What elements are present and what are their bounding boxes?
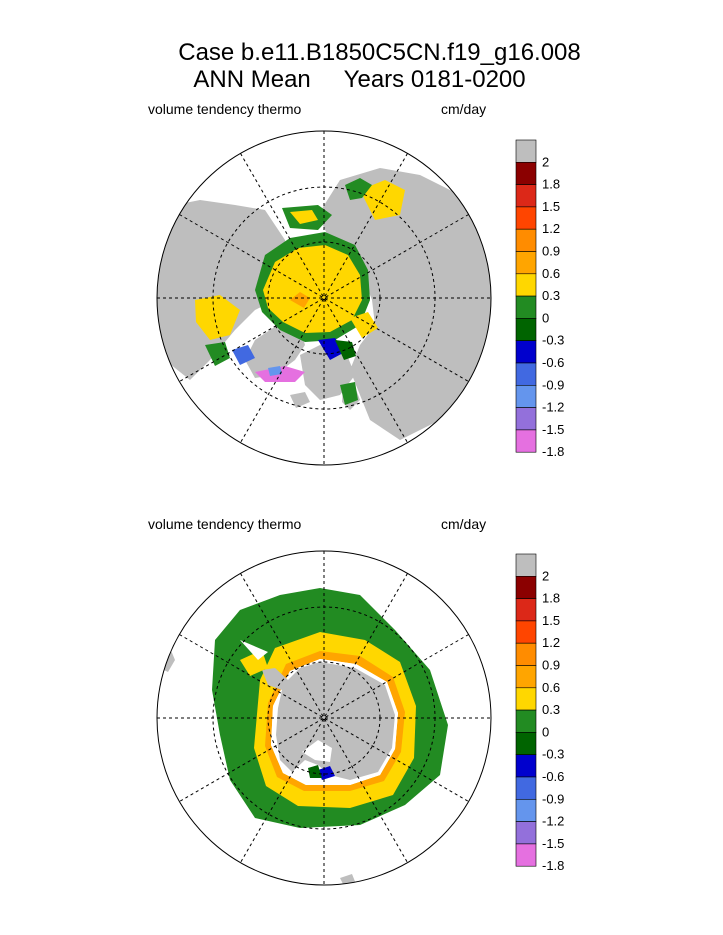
north-field-hudson-yellow xyxy=(195,295,240,340)
north-field-bering-yellow xyxy=(290,210,318,224)
south-colorbar-tick-label: -1.8 xyxy=(542,858,564,873)
north-colorbar-box xyxy=(515,206,537,230)
north-land-iceland xyxy=(290,392,310,408)
south-map-border xyxy=(156,550,492,886)
north-colorbar-box xyxy=(515,295,537,319)
north-field-greenland-sea-green xyxy=(335,340,356,360)
north-colorbar-tick-label: 0.3 xyxy=(542,288,560,303)
north-colorbar-tick-label: 1.2 xyxy=(542,221,560,236)
north-colorbar-box xyxy=(515,273,537,297)
south-colorbar-box xyxy=(515,843,537,867)
north-field-orange-spot xyxy=(290,292,310,308)
south-colorbar-tick-label: 0 xyxy=(542,724,549,739)
south-colorbar-tick-label: 0.9 xyxy=(542,658,560,673)
north-colorbar-box xyxy=(515,162,537,185)
north-polar-map xyxy=(156,130,492,466)
north-field-laptev xyxy=(360,180,405,220)
south-colorbar-box xyxy=(515,620,537,644)
north-field-barents-yellow xyxy=(350,312,378,338)
south-colorbar-box xyxy=(515,754,537,778)
north-land-north-america xyxy=(157,200,290,380)
south-polar-map xyxy=(156,550,492,886)
north-colorbar-tick-label: 1.8 xyxy=(542,177,560,192)
south-colorbar-box xyxy=(515,575,537,599)
south-field-orange-edge xyxy=(265,651,405,791)
south-colorbar-box xyxy=(515,709,537,733)
south-colorbar-tick-label: 2 xyxy=(542,568,549,583)
south-graticule xyxy=(157,551,491,885)
south-colorbar-tick-label: -1.5 xyxy=(542,836,564,851)
north-colorbar-tick-label: -0.6 xyxy=(542,355,564,370)
north-colorbar-box xyxy=(515,251,537,275)
south-colorbar-box xyxy=(515,687,537,711)
north-field-yellow-arctic xyxy=(263,245,362,333)
north-colorbar-box xyxy=(515,407,537,431)
south-land-antarctica xyxy=(262,662,395,780)
south-colorbar-box xyxy=(515,798,537,822)
north-colorbar-box xyxy=(515,384,537,408)
south-units-label: cm/day xyxy=(441,516,487,532)
south-colorbar-box xyxy=(515,665,537,689)
south-field-ross-green xyxy=(308,765,322,778)
south-colorbar-tick-label: 1.2 xyxy=(542,635,560,650)
south-colorbar-box xyxy=(515,598,537,622)
north-colorbar-box xyxy=(515,139,537,163)
north-colorbar-tick-label: 0.6 xyxy=(542,266,560,281)
south-colorbar-tick-label: 0.6 xyxy=(542,680,560,695)
north-field-hudson-green xyxy=(205,342,230,366)
north-colorbar-tick-label: 0.9 xyxy=(542,244,560,259)
north-colorbar-box xyxy=(515,228,537,252)
north-variable-label: volume tendency thermo xyxy=(148,101,302,117)
north-colorbar: 2 1.8 1.5 1.2 0.9 0.6 0.3 0 -0.3 -0.6 -0.9 -1.2 -1.5… xyxy=(515,139,564,459)
north-colorbar-box xyxy=(515,362,537,386)
south-field-peninsula-gap xyxy=(240,640,268,660)
south-colorbar-tick-label: -1.2 xyxy=(542,814,564,829)
north-colorbar-tick-label: -1.8 xyxy=(542,444,564,459)
north-colorbar-tick-label: 1.5 xyxy=(542,199,560,214)
south-colorbar: 2 1.8 1.5 1.2 0.9 0.6 0.3 0 -0.3 -0.6 -0.9 -1.2 -1.5… xyxy=(515,553,564,873)
north-colorbar-box xyxy=(515,184,537,208)
north-colorbar-box xyxy=(515,429,537,453)
subtitle: ANN Mean Years 0181-0200 xyxy=(193,66,526,93)
north-colorbar-tick-label: -1.2 xyxy=(542,400,564,415)
south-field-green-outer xyxy=(212,588,448,828)
north-colorbar-tick-label: -0.9 xyxy=(542,377,564,392)
south-colorbar-tick-label: -0.6 xyxy=(542,769,564,784)
south-colorbar-tick-label: -0.3 xyxy=(542,747,564,762)
south-colorbar-tick-label: 0.3 xyxy=(542,702,560,717)
south-colorbar-tick-label: 1.8 xyxy=(542,591,560,606)
south-colorbar-box xyxy=(515,776,537,800)
south-field-ross-blue xyxy=(318,766,335,780)
south-variable-label: volume tendency thermo xyxy=(148,516,302,532)
north-land-eurasia xyxy=(318,168,491,440)
north-field-baffin-blue xyxy=(268,366,282,376)
north-graticule xyxy=(157,131,491,465)
north-colorbar-tick-label: -1.5 xyxy=(542,422,564,437)
north-colorbar-tick-label: 2 xyxy=(542,154,549,169)
north-colorbar-box xyxy=(515,318,537,341)
north-colorbar-box xyxy=(515,340,537,364)
north-units-label: cm/day xyxy=(441,101,487,117)
south-colorbar-box xyxy=(515,553,537,577)
north-field-kara-green xyxy=(345,178,372,200)
south-colorbar-box xyxy=(515,642,537,666)
south-colorbar-box xyxy=(515,732,537,756)
north-field-labrador-blue xyxy=(232,345,255,365)
south-colorbar-tick-label: 1.5 xyxy=(542,613,560,628)
south-colorbar-tick-label: -0.9 xyxy=(542,791,564,806)
north-field-okhotsk-green xyxy=(340,382,358,405)
north-map-border xyxy=(156,130,492,466)
main-title: Case b.e11.B1850C5CN.f19_g16.008 xyxy=(178,39,581,66)
north-colorbar-tick-label: -0.3 xyxy=(542,333,564,348)
south-colorbar-box xyxy=(515,821,537,845)
north-colorbar-tick-label: 0 xyxy=(542,310,549,325)
